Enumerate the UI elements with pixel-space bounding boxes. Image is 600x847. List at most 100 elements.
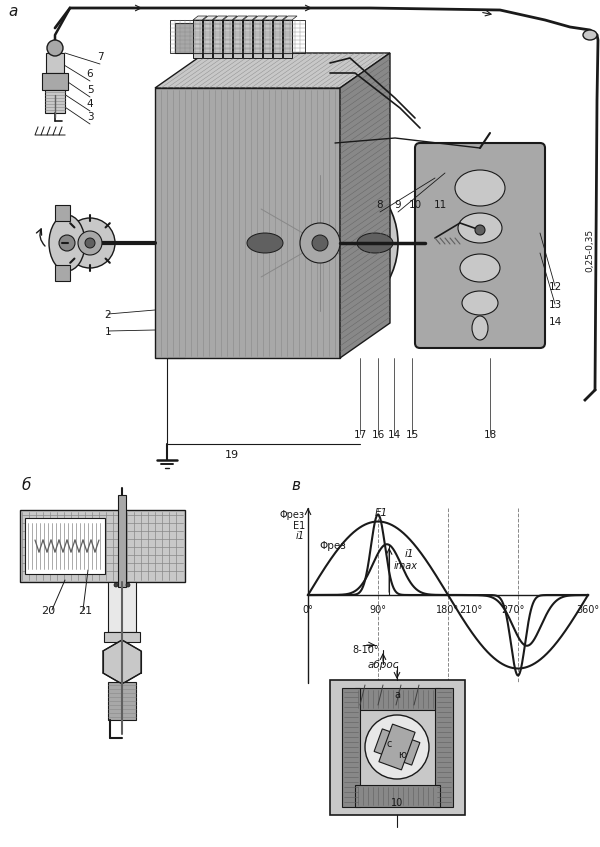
Ellipse shape bbox=[462, 291, 498, 315]
Bar bbox=[55, 265, 70, 281]
Text: Φрез: Φрез bbox=[319, 540, 346, 551]
Text: E1: E1 bbox=[375, 508, 388, 518]
Ellipse shape bbox=[242, 165, 398, 321]
Text: 5: 5 bbox=[86, 85, 94, 95]
Polygon shape bbox=[103, 640, 141, 684]
Text: 16: 16 bbox=[371, 430, 385, 440]
Text: 15: 15 bbox=[406, 430, 419, 440]
Polygon shape bbox=[45, 90, 65, 113]
Ellipse shape bbox=[312, 235, 328, 251]
Bar bbox=[203, 20, 212, 58]
Text: E1: E1 bbox=[293, 521, 305, 531]
Ellipse shape bbox=[114, 583, 118, 587]
Text: 210°: 210° bbox=[460, 605, 483, 615]
Text: 9: 9 bbox=[395, 200, 401, 210]
Polygon shape bbox=[273, 16, 287, 20]
Polygon shape bbox=[283, 16, 297, 20]
Ellipse shape bbox=[472, 316, 488, 340]
Polygon shape bbox=[253, 16, 267, 20]
Polygon shape bbox=[193, 16, 207, 20]
Polygon shape bbox=[203, 16, 217, 20]
Text: 14: 14 bbox=[548, 317, 562, 327]
Bar bbox=[213, 20, 222, 58]
Polygon shape bbox=[42, 73, 68, 90]
Text: 17: 17 bbox=[353, 430, 367, 440]
Polygon shape bbox=[213, 16, 227, 20]
Ellipse shape bbox=[458, 213, 502, 243]
Text: б: б bbox=[22, 478, 31, 493]
Bar bbox=[193, 20, 202, 58]
Bar bbox=[263, 20, 272, 58]
Ellipse shape bbox=[460, 254, 500, 282]
Ellipse shape bbox=[85, 238, 95, 248]
Ellipse shape bbox=[365, 715, 429, 779]
Text: 20: 20 bbox=[41, 606, 55, 616]
Bar bbox=[342, 688, 360, 807]
Text: imax: imax bbox=[394, 561, 418, 571]
Bar bbox=[108, 682, 136, 720]
Ellipse shape bbox=[475, 225, 485, 235]
Ellipse shape bbox=[47, 40, 63, 56]
Bar bbox=[270, 23, 292, 53]
Text: 360°: 360° bbox=[577, 605, 599, 615]
Bar bbox=[233, 20, 242, 58]
Text: 0°: 0° bbox=[302, 605, 313, 615]
Text: 13: 13 bbox=[548, 300, 562, 310]
Text: 4: 4 bbox=[86, 99, 94, 109]
Polygon shape bbox=[155, 53, 390, 88]
Text: 0,25-0,35: 0,25-0,35 bbox=[586, 229, 595, 272]
Polygon shape bbox=[104, 632, 140, 642]
Bar bbox=[175, 23, 197, 53]
Ellipse shape bbox=[455, 170, 505, 206]
Polygon shape bbox=[223, 16, 237, 20]
Text: 270°: 270° bbox=[502, 605, 524, 615]
Polygon shape bbox=[340, 53, 390, 358]
Text: 10: 10 bbox=[409, 200, 422, 210]
Ellipse shape bbox=[78, 231, 102, 255]
Text: а: а bbox=[8, 4, 17, 19]
FancyBboxPatch shape bbox=[415, 143, 545, 348]
Text: 18: 18 bbox=[484, 430, 497, 440]
Text: 11: 11 bbox=[433, 200, 446, 210]
Text: Φрез: Φрез bbox=[280, 510, 305, 520]
Text: аброс: аброс bbox=[367, 660, 399, 670]
Bar bbox=[253, 20, 262, 58]
Bar bbox=[155, 88, 340, 358]
Polygon shape bbox=[243, 16, 257, 20]
Text: 6: 6 bbox=[86, 69, 94, 79]
Polygon shape bbox=[263, 16, 277, 20]
Bar bbox=[273, 20, 282, 58]
Polygon shape bbox=[108, 582, 136, 632]
Text: 1: 1 bbox=[104, 327, 112, 337]
Text: в: в bbox=[291, 478, 300, 493]
Bar bbox=[118, 495, 126, 587]
Text: 8-10°: 8-10° bbox=[353, 645, 379, 655]
Polygon shape bbox=[379, 724, 415, 770]
Text: 7: 7 bbox=[97, 52, 103, 62]
Text: 180°: 180° bbox=[436, 605, 460, 615]
Text: 3: 3 bbox=[86, 112, 94, 122]
Bar bbox=[243, 20, 252, 58]
Ellipse shape bbox=[300, 223, 340, 263]
Text: 2: 2 bbox=[104, 310, 112, 320]
Text: i1: i1 bbox=[405, 549, 414, 559]
Bar bbox=[435, 688, 453, 807]
Bar bbox=[355, 688, 440, 710]
Bar bbox=[55, 205, 70, 221]
Text: 90°: 90° bbox=[370, 605, 386, 615]
Text: 12: 12 bbox=[548, 282, 562, 292]
Ellipse shape bbox=[126, 583, 130, 587]
Text: 8: 8 bbox=[377, 200, 383, 210]
Text: ю: ю bbox=[398, 750, 406, 760]
Text: i1: i1 bbox=[296, 531, 305, 541]
Bar bbox=[25, 518, 105, 574]
Bar bbox=[330, 680, 465, 815]
Bar bbox=[355, 785, 440, 807]
Text: 10: 10 bbox=[391, 798, 403, 808]
Text: а: а bbox=[394, 690, 400, 700]
Polygon shape bbox=[374, 729, 420, 765]
Ellipse shape bbox=[583, 30, 597, 40]
Text: 21: 21 bbox=[78, 606, 92, 616]
Bar bbox=[283, 20, 292, 58]
Bar bbox=[170, 20, 305, 53]
